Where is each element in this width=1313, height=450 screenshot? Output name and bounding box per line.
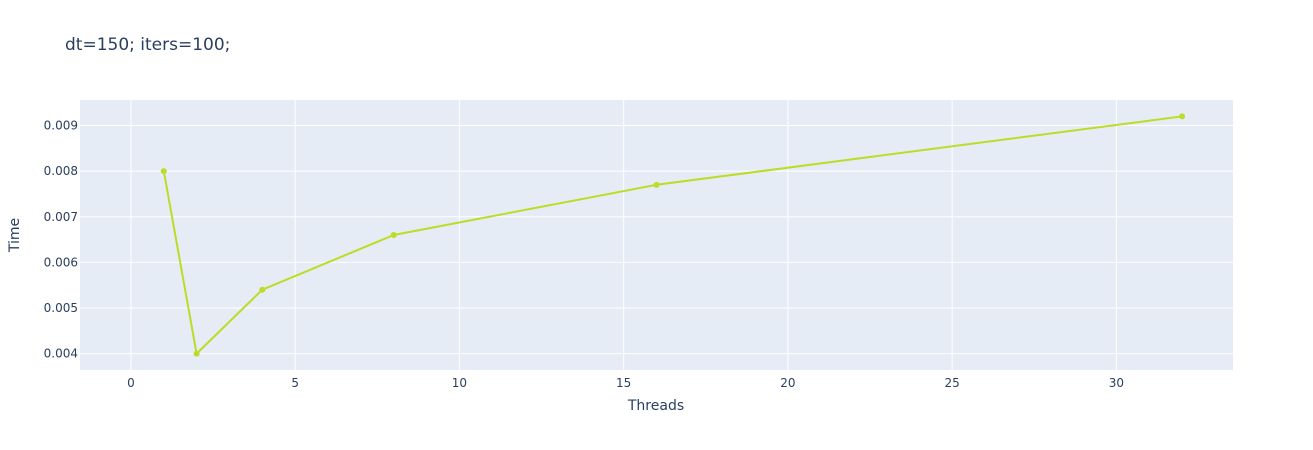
x-tick-label: 20 [780,376,795,390]
y-tick-label: 0.007 [44,210,78,224]
x-tick-label: 5 [291,376,299,390]
data-point [653,181,660,188]
x-axis-ticks: 0 5 10 15 20 25 30 [127,376,1124,390]
y-tick-label: 0.005 [44,301,78,315]
y-axis-title: Time [7,218,23,253]
grid-lines [80,100,1233,370]
data-point [1179,113,1186,120]
data-point [390,232,397,238]
x-tick-label: 10 [452,376,467,390]
y-tick-label: 0.006 [44,255,78,269]
chart-title: dt=150; iters=100; [65,35,230,55]
x-tick-label: 0 [127,376,135,390]
data-point [259,286,266,293]
y-tick-label: 0.008 [44,164,78,178]
plot-area [80,100,1233,370]
x-tick-label: 15 [616,376,631,390]
data-point [193,350,200,357]
x-axis-title: Threads [627,398,684,414]
y-axis-ticks: 0.004 0.005 0.006 0.007 0.008 0.009 [44,119,78,361]
y-tick-label: 0.004 [44,347,78,361]
series-layer [160,113,1186,357]
data-point [160,168,167,175]
x-tick-label: 30 [1109,376,1124,390]
series-line [162,115,1183,355]
y-tick-label: 0.009 [44,119,78,133]
x-tick-label: 25 [945,376,960,390]
